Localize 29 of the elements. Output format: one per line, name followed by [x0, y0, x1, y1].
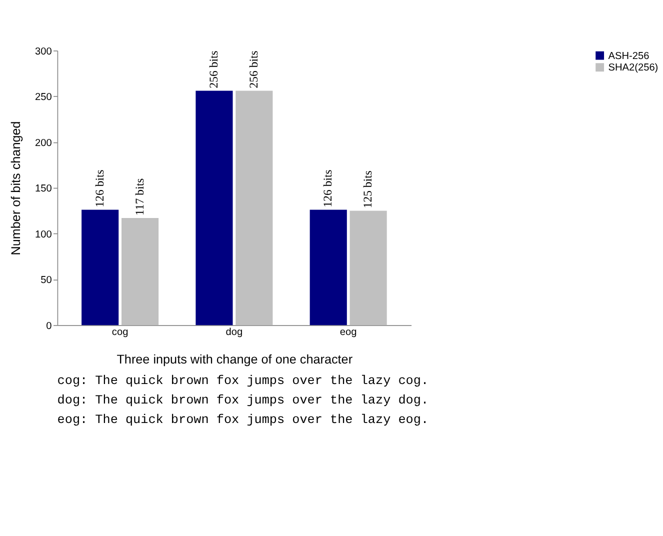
legend-label: SHA2(256) [608, 62, 658, 74]
x-axis-title: Three inputs with change of one character [116, 352, 353, 366]
bar [122, 218, 159, 326]
bar [196, 90, 233, 326]
bar [82, 210, 119, 326]
y-tick-label: 250 [34, 92, 52, 104]
data-label: 126 bits [92, 169, 106, 208]
y-axis-title: Number of bits changed [8, 121, 23, 256]
y-tick-label: 50 [40, 275, 52, 286]
y-tick-label: 150 [34, 184, 52, 195]
bar [350, 210, 387, 326]
data-label: 125 bits [360, 170, 375, 208]
text: eog: The quick brown fox jumps over the lazy eog. [57, 412, 429, 428]
x-tick-label: eog [340, 326, 357, 338]
text: dog: The quick brown fox jumps over the lazy dog. [57, 392, 429, 408]
y-tick-label: 100 [34, 229, 52, 240]
y-tick-label: 300 [34, 46, 52, 58]
x-tick-label: cog [112, 326, 128, 338]
legend-label: ASH-256 [608, 50, 650, 62]
bar [236, 90, 273, 326]
y-tick-label: 200 [34, 138, 52, 149]
data-label: 117 bits [132, 178, 146, 216]
bar [310, 210, 347, 326]
data-label: 256 bits [246, 50, 261, 88]
data-label: 256 bits [206, 50, 221, 88]
y-tick-label: 0 [46, 320, 52, 332]
x-tick-label: dog [226, 326, 243, 338]
text: cog: The quick brown fox jumps over the lazy cog. [57, 372, 429, 388]
data-label: 126 bits [320, 169, 335, 208]
